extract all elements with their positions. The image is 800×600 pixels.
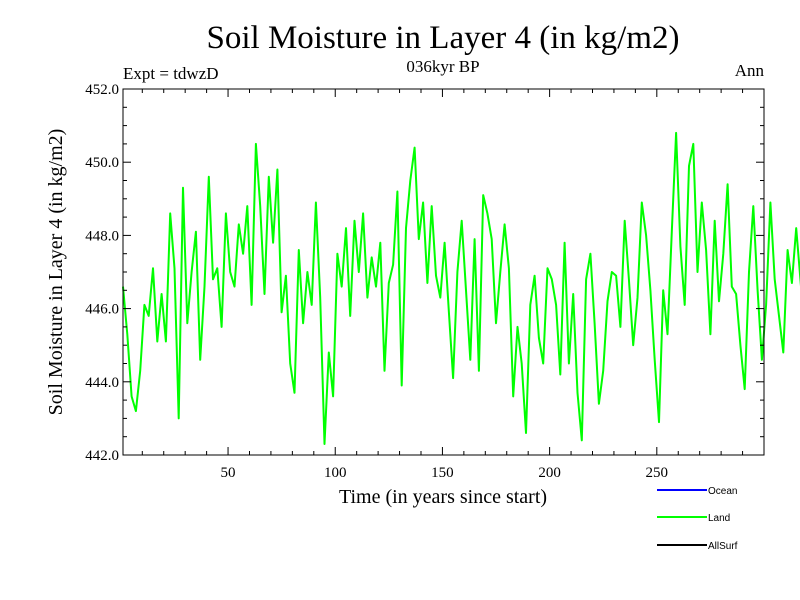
- legend-label-allsurf: AllSurf: [708, 541, 738, 552]
- legend: Ocean Land AllSurf: [657, 486, 738, 552]
- chart-subtitle: 036kyr BP: [406, 57, 479, 76]
- x-tick-label: 50: [221, 465, 236, 481]
- x-tick-label: 150: [431, 465, 454, 481]
- series-layer: [122, 131, 800, 445]
- y-tick-label: 442.0: [85, 448, 119, 464]
- x-tick-label: 250: [646, 465, 669, 481]
- chart-title: Soil Moisture in Layer 4 (in kg/m2): [207, 20, 680, 56]
- x-axis-ticks: 50 100 150 200 250: [141, 89, 744, 481]
- y-tick-label: 448.0: [85, 228, 119, 244]
- season-label: Ann: [735, 61, 765, 80]
- legend-label-land: Land: [708, 513, 730, 524]
- y-axis-label: Soil Moisture in Layer 4 (in kg/m2): [45, 129, 67, 416]
- y-axis-ticks: 442.0 444.0 446.0 448.0 450.0 452.0: [85, 82, 764, 464]
- series-line-land: [122, 131, 800, 445]
- x-tick-label: 200: [538, 465, 561, 481]
- x-tick-label: 100: [324, 465, 347, 481]
- y-tick-label: 444.0: [85, 375, 119, 391]
- y-tick-label: 452.0: [85, 82, 119, 98]
- experiment-label: Expt = tdwzD: [123, 64, 219, 83]
- y-tick-label: 450.0: [85, 155, 119, 171]
- legend-label-ocean: Ocean: [708, 486, 737, 497]
- y-tick-label: 446.0: [85, 302, 119, 318]
- x-axis-label: Time (in years since start): [339, 486, 547, 508]
